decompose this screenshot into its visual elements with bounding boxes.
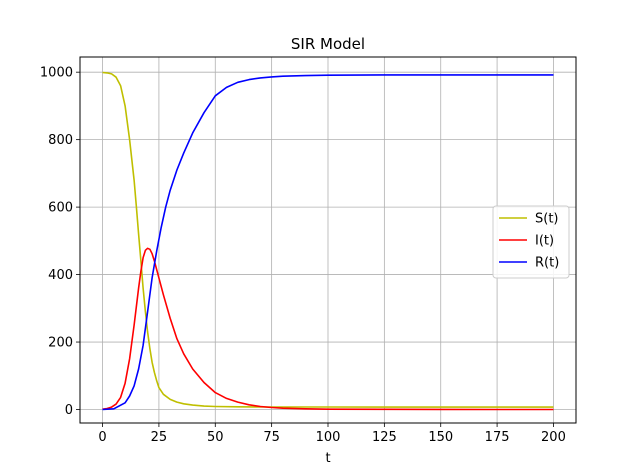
y-tick-label: 600 [48, 201, 73, 216]
x-tick-label: 175 [485, 430, 510, 445]
series-line-rt [102, 74, 554, 411]
legend-label-rt: R(t) [535, 256, 559, 271]
y-tick-label: 400 [48, 268, 73, 283]
x-tick-label: 25 [151, 430, 168, 445]
x-tick-label: 75 [263, 430, 280, 445]
y-tick-label: 800 [48, 133, 73, 148]
x-tick-label: 50 [207, 430, 224, 445]
y-tick-label: 200 [48, 336, 73, 351]
x-tick-label: 100 [316, 430, 341, 445]
y-axis-ticks: 0 200 400 600 800 1000 [40, 66, 80, 418]
chart-title: SIR Model [291, 35, 365, 53]
legend-label-it: I(t) [535, 234, 554, 249]
y-tick-label: 1000 [40, 66, 73, 81]
x-tick-label: 200 [541, 430, 566, 445]
x-tick-label: 150 [428, 430, 453, 445]
series-line-it [102, 247, 554, 411]
legend: S(t) I(t) R(t) [492, 205, 570, 279]
x-tick-label: 125 [372, 430, 397, 445]
x-tick-label: 0 [98, 430, 106, 445]
series-lines [102, 71, 554, 411]
y-tick-label: 0 [65, 403, 73, 418]
x-axis-ticks: 0 25 50 75 100 125 150 175 200 [98, 423, 566, 445]
legend-label-st: S(t) [535, 212, 559, 227]
legend-box [492, 205, 570, 279]
x-axis-label: t [325, 451, 330, 466]
